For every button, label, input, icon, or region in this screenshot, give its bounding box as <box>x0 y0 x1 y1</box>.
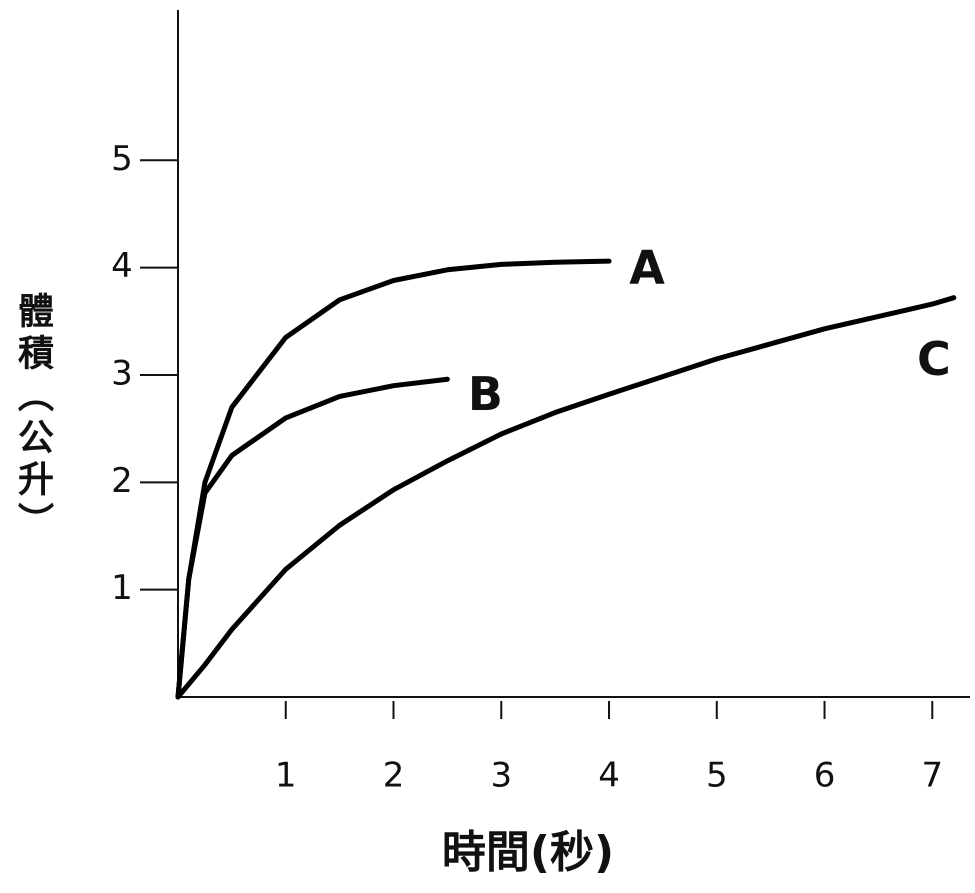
x-tick-label: 3 <box>490 756 512 796</box>
line-series <box>175 258 612 700</box>
x-tick-label: 5 <box>706 756 728 796</box>
series-label: C <box>917 332 951 386</box>
x-tick-label: 7 <box>921 756 943 796</box>
line-series <box>175 295 957 700</box>
x-tick-label: 4 <box>598 756 620 796</box>
y-tick-label: 2 <box>111 461 133 501</box>
series-label: B <box>468 367 503 421</box>
y-tick-label: 5 <box>111 139 133 179</box>
y-tick-label: 3 <box>111 353 133 393</box>
x-tick-label: 6 <box>814 756 836 796</box>
x-tick-label: 1 <box>275 756 297 796</box>
y-tick-label: 4 <box>111 246 133 286</box>
y-tick-label: 1 <box>111 568 133 608</box>
x-axis-title: 時間(秒) <box>442 827 614 878</box>
x-tick-label: 2 <box>383 756 405 796</box>
line-series <box>175 376 450 700</box>
y-axis-title: 體積（公升） <box>12 292 53 544</box>
series-label: A <box>629 241 665 295</box>
